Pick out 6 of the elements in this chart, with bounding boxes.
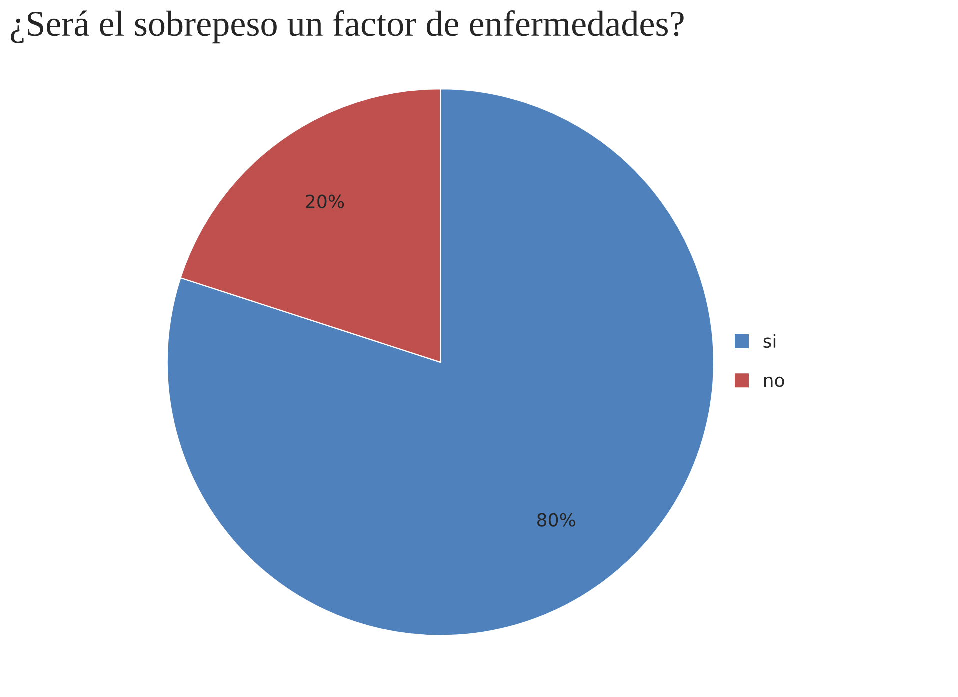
chart-title: ¿Será el sobrepeso un factor de enfermedades? [11, 10, 684, 44]
pie-slice [166, 88, 715, 636]
data-label: 20% [306, 194, 344, 208]
data-label: 80% [538, 513, 576, 527]
legend-label: si [764, 334, 776, 348]
legend-label: no [764, 376, 784, 388]
